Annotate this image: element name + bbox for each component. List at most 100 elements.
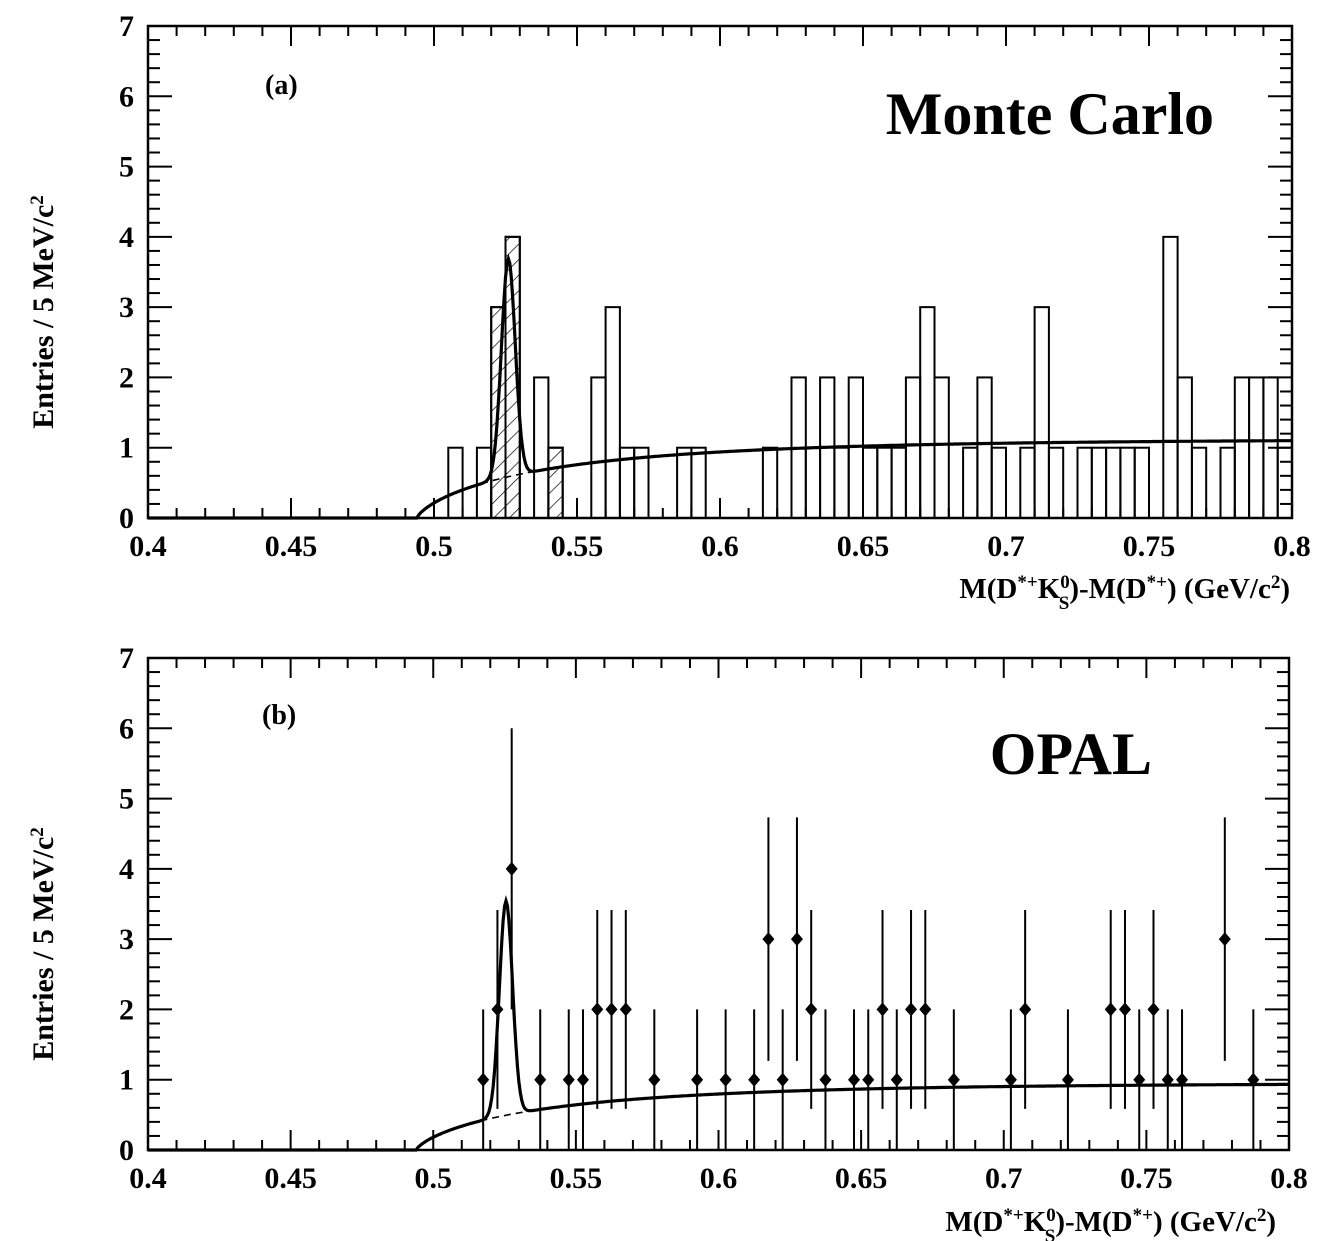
- panel-a-plot: 0.4 0.45 0.5 0.55 0.6 0.65 0.7 0.75 0.8 0 1 2 3 4 5 6 7: [119, 10, 1311, 563]
- panel-b-data-point: [1147, 1002, 1160, 1017]
- panel-a-histogram-bin: [919, 306, 936, 519]
- panel-a-y-tick-label: 3: [119, 291, 134, 324]
- panel-b-y-tick-label: 5: [119, 783, 134, 816]
- panel-a-y-tick-label: 1: [119, 432, 134, 465]
- panel-b-data-point: [776, 1072, 789, 1087]
- panel-a-histogram-bin: [1219, 446, 1236, 520]
- panel-b-data-point: [1019, 1002, 1032, 1017]
- panel-b-x-tick-label: 0.6: [700, 1162, 738, 1195]
- panel-a-y-axis-title: Entries / 5 MeV/c2: [27, 195, 61, 429]
- panel-a-histogram-bin: [962, 446, 979, 520]
- panel-b-data-point: [1218, 932, 1231, 947]
- panel-b-data-point: [1133, 1072, 1146, 1087]
- panel-b-y-tick-label: 1: [119, 1064, 134, 1097]
- panel-a-histogram-bin: [533, 376, 550, 519]
- panel-b-data-point: [919, 1002, 932, 1017]
- panel-b-data-point: [591, 1002, 604, 1017]
- panel-b-label: (b): [262, 700, 296, 731]
- panel-a-x-tick-label: 0.6: [701, 530, 739, 563]
- panel-b-y-tick-label: 0: [119, 1134, 134, 1167]
- panel-b-data-point: [719, 1072, 732, 1087]
- panel-a-x-tick-label: 0.65: [837, 530, 890, 563]
- panel-a-histogram-bin: [633, 446, 650, 520]
- panel-a-histogram-bin: [604, 306, 621, 519]
- panel-b-data-point: [847, 1072, 860, 1087]
- panel-a-histogram-bin: [990, 446, 1008, 520]
- panel-a-histogram-bin: [590, 376, 607, 519]
- panel-a-y-tick-label: 2: [119, 361, 134, 394]
- panel-b-y-tick-label: 3: [119, 923, 134, 956]
- panel-b-x-tick-label: 0.75: [1120, 1162, 1173, 1195]
- panel-b-plot: 0.4 0.45 0.5 0.55 0.6 0.65 0.7 0.75 0.8 0 1 2 3 4 5 6 7: [119, 642, 1308, 1195]
- panel-a-signal-bin: [547, 446, 564, 520]
- panel-b-data-point: [505, 861, 518, 876]
- panel-a-histogram-bin: [690, 446, 707, 520]
- panel-a-histogram-bin: [1033, 306, 1050, 519]
- panel-a-x-tick-label: 0.55: [551, 530, 604, 563]
- panel-b-y-tick-label: 7: [119, 642, 134, 675]
- panel-b-data-point: [619, 1002, 632, 1017]
- panel-a-histogram-bin: [504, 235, 521, 519]
- panel-b-data-point: [691, 1072, 704, 1087]
- panel-b-data-point: [762, 932, 775, 947]
- panel-b-data-point: [1004, 1072, 1017, 1087]
- panel-b-data-point: [805, 1002, 818, 1017]
- panel-a-histogram-bin: [1019, 446, 1036, 520]
- panel-b-data-point: [819, 1072, 832, 1087]
- panel-b-total-fit-curve: [148, 894, 1289, 1152]
- panel-a-histogram-bin: [1090, 446, 1108, 520]
- panel-b-x-tick-label: 0.45: [264, 1162, 317, 1195]
- panel-a-histogram-bin: [904, 376, 922, 519]
- panel-b-data-point: [905, 1002, 918, 1017]
- panel-b-data-point: [748, 1072, 761, 1087]
- panel-a-histogram-bin: [1176, 376, 1193, 519]
- panel-a-histogram-bin: [1076, 446, 1093, 520]
- panel-b-y-tick-label: 4: [119, 853, 134, 886]
- panel-b-x-axis-title: M(D*+K0 S)-M(D*+) (GeV/c2): [945, 1205, 1276, 1241]
- panel-b-data-point: [1176, 1072, 1189, 1087]
- panel-a-histogram-bin: [933, 376, 950, 519]
- panel-a-histogram-bin: [1190, 446, 1208, 520]
- panel-b-data-point: [876, 1002, 889, 1017]
- panel-b-x-tick-label: 0.5: [415, 1162, 453, 1195]
- panel-a-histogram-bin: [676, 446, 693, 520]
- panel-a-histogram-bin: [833, 446, 850, 520]
- panel-b-x-tick-label: 0.7: [985, 1162, 1023, 1195]
- panel-a-histogram-bin: [1248, 376, 1265, 519]
- panel-a-histogram-bin: [1047, 446, 1065, 520]
- panel-b-data-point: [790, 932, 803, 947]
- panel-b-y-axis-title: Entries / 5 MeV/c2: [27, 827, 61, 1061]
- panel-b-data-point: [648, 1072, 661, 1087]
- panel-a-y-tick-label: 6: [119, 80, 134, 113]
- panel-a-y-tick-label: 7: [119, 10, 134, 43]
- panel-a-histogram-bin: [862, 446, 879, 520]
- panel-b-data-point: [1118, 1002, 1131, 1017]
- panel-b-data-point: [577, 1072, 590, 1087]
- panel-a-histogram-bin: [804, 446, 822, 520]
- panel-a-histogram-bin: [1276, 446, 1293, 520]
- panel-b-data-point: [1104, 1002, 1117, 1017]
- panel-a-histogram-bin: [1105, 446, 1122, 520]
- panel-b-x-tick-label: 0.8: [1270, 1162, 1308, 1195]
- panel-a-histogram-bin: [1162, 235, 1179, 519]
- panel-b-data-point: [947, 1072, 960, 1087]
- panel-b-y-tick-label: 2: [119, 993, 134, 1026]
- panel-a-x-tick-label: 0.45: [265, 530, 318, 563]
- panel-b-data-point: [477, 1072, 490, 1087]
- panel-a-histogram-bin: [890, 446, 907, 520]
- panel-b-data-point: [534, 1072, 547, 1087]
- panel-a-histogram-bin: [1119, 446, 1136, 520]
- panel-a-x-tick-label: 0.8: [1273, 530, 1311, 563]
- panel-a-y-tick-label: 4: [119, 221, 134, 254]
- panel-a-histogram-bin: [547, 446, 564, 520]
- panel-a-x-tick-label: 0.4: [129, 530, 167, 563]
- panel-b-data-point: [1061, 1072, 1074, 1087]
- panel-b-data-point: [605, 1002, 618, 1017]
- panel-a-y-tick-label: 0: [119, 502, 134, 535]
- panel-b-data-point: [562, 1072, 575, 1087]
- panel-a-histogram-bin: [876, 446, 893, 520]
- panel-a-histogram-bin: [1233, 376, 1251, 519]
- panel-b-data-point: [890, 1072, 903, 1087]
- panel-a-histogram-bin: [761, 446, 779, 520]
